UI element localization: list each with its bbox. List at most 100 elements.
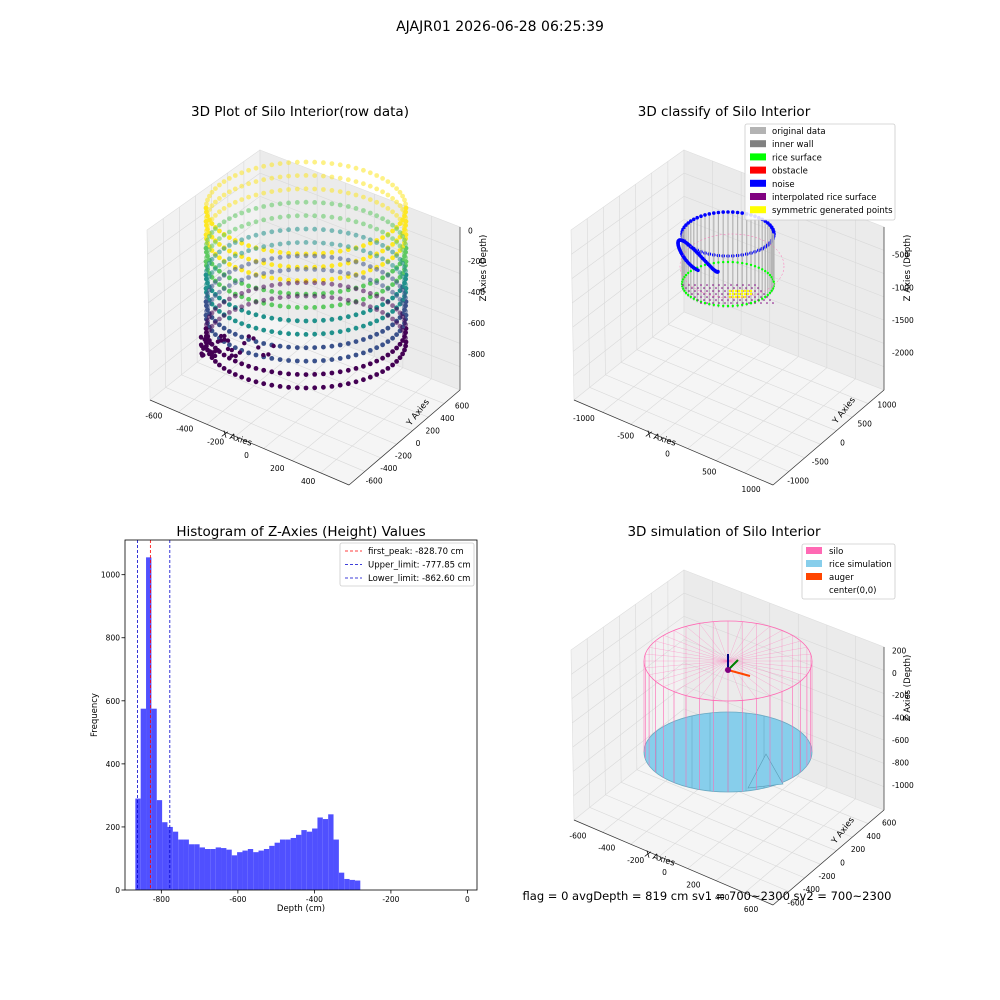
raw-point bbox=[390, 255, 395, 261]
raw-3d-plot[interactable]: 3D Plot of Silo Interior(row data) -600 -… bbox=[145, 104, 489, 486]
raw-point bbox=[337, 189, 343, 195]
classify-interp-point bbox=[712, 290, 714, 292]
histogram-bar bbox=[237, 852, 243, 890]
classify-grid-line bbox=[572, 219, 885, 304]
raw-point bbox=[246, 301, 252, 307]
simulation-silo-roof bbox=[727, 653, 811, 662]
raw-point bbox=[221, 232, 227, 238]
raw-point bbox=[286, 358, 291, 363]
raw-point bbox=[227, 283, 232, 288]
histogram-bar bbox=[274, 842, 280, 890]
raw-point bbox=[329, 241, 335, 247]
simulation-silo-roof bbox=[727, 660, 771, 696]
raw-point bbox=[294, 200, 300, 205]
raw-point bbox=[353, 232, 359, 238]
classify-surface-point bbox=[772, 280, 775, 283]
classify-symmetric-point bbox=[743, 292, 747, 296]
classify-3d-plot[interactable]: 3D classify of Silo Interior -1000 -500 0 5… bbox=[570, 104, 914, 494]
classify-x-tick-label: 500 bbox=[702, 467, 717, 476]
raw-point bbox=[205, 318, 210, 323]
raw-point bbox=[403, 335, 408, 341]
raw-point bbox=[400, 233, 405, 239]
raw-point bbox=[312, 267, 318, 272]
raw-point bbox=[390, 289, 395, 295]
raw-point bbox=[374, 372, 380, 377]
classify-interp-point bbox=[751, 287, 753, 289]
simulation-3d-plot[interactable]: 3D simulation of Silo Interior -600 -400 -… bbox=[569, 524, 914, 914]
raw-point bbox=[337, 329, 343, 334]
raw-point bbox=[277, 276, 283, 282]
classify-symmetric-point bbox=[740, 292, 744, 296]
raw-point bbox=[367, 294, 373, 300]
raw-point bbox=[345, 354, 351, 360]
classify-surface-point bbox=[712, 303, 715, 307]
raw-point bbox=[261, 271, 267, 276]
raw-point bbox=[353, 259, 359, 265]
raw-point bbox=[269, 369, 275, 375]
raw-wall-stripe bbox=[213, 225, 218, 364]
raw-point bbox=[209, 283, 215, 289]
raw-point bbox=[380, 262, 385, 267]
raw-point bbox=[200, 353, 205, 358]
raw-point bbox=[261, 230, 267, 236]
raw-point bbox=[361, 194, 366, 200]
raw-grid-line bbox=[178, 207, 381, 459]
raw-point bbox=[286, 227, 291, 233]
raw-point bbox=[239, 170, 245, 176]
raw-point bbox=[232, 345, 238, 351]
raw-point bbox=[390, 249, 395, 255]
raw-point bbox=[233, 353, 238, 359]
raw-point bbox=[217, 282, 222, 287]
raw-point bbox=[286, 200, 291, 206]
raw-point bbox=[227, 176, 232, 181]
raw-point bbox=[239, 254, 245, 259]
raw-point bbox=[221, 219, 227, 225]
classify-noise-point bbox=[686, 221, 690, 225]
simulation-y-tick-label: 600 bbox=[882, 819, 897, 828]
classify-interp-point bbox=[724, 284, 726, 286]
raw-point bbox=[397, 355, 403, 361]
raw-point bbox=[337, 342, 343, 348]
classify-surface-point bbox=[699, 300, 703, 303]
classify-grid-line bbox=[630, 172, 742, 425]
raw-point bbox=[269, 162, 275, 168]
classify-noise-point bbox=[740, 211, 744, 215]
raw-point bbox=[303, 173, 309, 178]
classify-surface-point bbox=[757, 266, 760, 269]
raw-point bbox=[390, 303, 395, 308]
raw-wall-stripe bbox=[329, 161, 335, 300]
raw-point bbox=[222, 333, 227, 339]
histogram-y-tick-label: 400 bbox=[106, 760, 121, 769]
simulation-silo-roof bbox=[713, 621, 729, 662]
raw-point bbox=[269, 296, 275, 302]
raw-point bbox=[394, 280, 399, 285]
raw-point bbox=[403, 343, 408, 349]
simulation-z-tick-label: -200 bbox=[892, 691, 909, 700]
simulation-silo-roof bbox=[673, 630, 729, 662]
raw-point bbox=[367, 334, 373, 340]
classify-surface-point bbox=[753, 300, 757, 303]
raw-point bbox=[232, 226, 238, 232]
raw-wall-stripe bbox=[312, 159, 318, 299]
classify-grid-line bbox=[715, 205, 828, 461]
classify-interp-point bbox=[709, 293, 711, 295]
classify-legend-label: rice surface bbox=[772, 153, 822, 163]
classify-surface-point bbox=[770, 289, 773, 292]
histogram-plot[interactable]: Histogram of Z-Axies (Height) Values -80… bbox=[90, 524, 478, 914]
classify-interp-point bbox=[685, 287, 687, 289]
classify-surface-point bbox=[687, 271, 690, 275]
classify-symmetric-point bbox=[731, 289, 735, 293]
raw-point bbox=[402, 304, 407, 310]
raw-point bbox=[361, 377, 366, 383]
raw-point bbox=[367, 250, 373, 256]
raw-point bbox=[394, 213, 399, 218]
classify-legend-swatch bbox=[750, 153, 766, 161]
raw-point bbox=[303, 199, 309, 205]
raw-point bbox=[207, 300, 212, 306]
raw-point bbox=[294, 305, 300, 310]
raw-y-tick-label: 200 bbox=[426, 426, 441, 435]
raw-point bbox=[312, 331, 318, 337]
raw-point bbox=[207, 220, 212, 226]
raw-point bbox=[229, 353, 234, 358]
